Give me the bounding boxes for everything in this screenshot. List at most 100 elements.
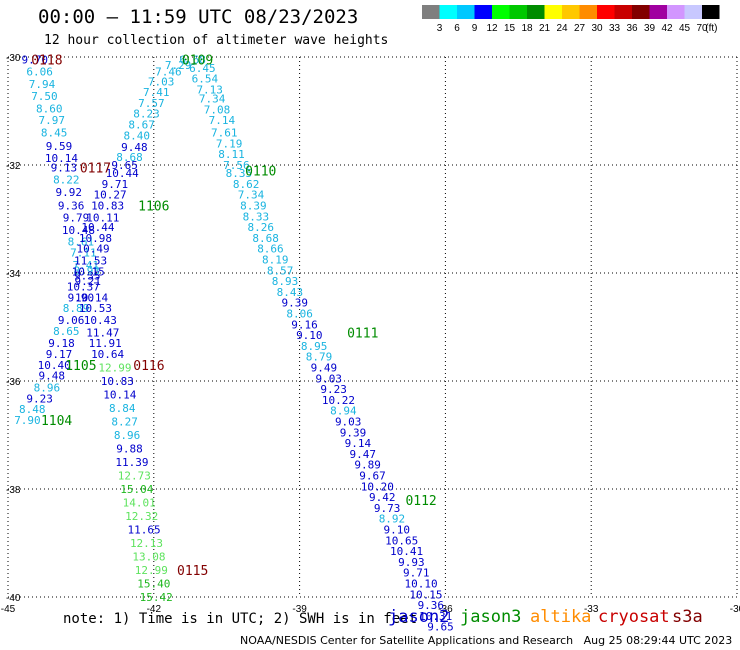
- colorbar-swatch: [579, 5, 597, 19]
- wave-height-label: 8.61: [68, 236, 95, 249]
- x-tick-label: -30: [730, 604, 740, 615]
- wave-height-label: 8.06: [286, 308, 313, 321]
- wave-height-label: 9.90: [68, 291, 95, 304]
- wave-height-label: 9.48: [38, 370, 65, 383]
- colorbar-swatch: [474, 5, 492, 19]
- colorbar-swatch: [527, 5, 545, 19]
- colorbar-tick-label: 27: [574, 23, 586, 33]
- wave-height-label: 9.39: [281, 297, 308, 310]
- wave-height-label: 10.11: [86, 211, 119, 224]
- wave-height-label: 8.57: [267, 264, 294, 277]
- wave-height-label: 10.14: [45, 152, 78, 165]
- wave-height-label: 8.11: [218, 148, 245, 161]
- wave-height-label: 9.71: [102, 178, 129, 191]
- wave-height-label: 8.40: [124, 129, 151, 142]
- colorbar-swatch: [649, 5, 667, 19]
- wave-height-label: 9.42: [369, 491, 396, 504]
- wave-height-label: 10.65: [385, 534, 418, 547]
- wave-height-label: 8.96: [114, 429, 141, 442]
- wave-height-label: 11.39: [115, 456, 148, 469]
- wave-height-label: 8.60: [36, 102, 63, 115]
- pass-time-label: 1104: [41, 414, 72, 429]
- colorbar-swatch: [562, 5, 580, 19]
- wave-height-label: 9.48: [121, 141, 148, 154]
- wave-height-label: 10.14: [75, 291, 108, 304]
- wave-height-label: 9.71: [403, 567, 430, 580]
- wave-height-label: 7.97: [38, 114, 65, 127]
- wave-height-label: 6.54: [192, 73, 219, 86]
- pass-time-label: 0112: [405, 494, 436, 509]
- legend-item-s3a: s3a: [672, 607, 703, 627]
- wave-height-label: 7.56: [223, 159, 250, 172]
- y-tick-label: -38: [6, 485, 21, 496]
- wave-height-label: 9.70: [21, 54, 48, 67]
- wave-height-label: 12.73: [118, 470, 151, 483]
- wave-height-label: 10.31: [419, 610, 452, 623]
- colorbar-swatch: [457, 5, 475, 19]
- wave-height-label: 15.40: [137, 578, 170, 591]
- wave-height-label: 11.65: [128, 524, 161, 537]
- wave-height-label: 10.14: [103, 389, 136, 402]
- wave-height-label: 9.16: [291, 318, 318, 331]
- wave-height-label: 15.04: [120, 483, 153, 496]
- wave-height-label: 8.23: [133, 108, 160, 121]
- colorbar-tick-label: 70: [696, 23, 708, 33]
- wave-height-label: 11.47: [86, 326, 119, 339]
- wave-height-label: 9.10: [384, 524, 411, 537]
- wave-height-label: 6.06: [26, 66, 53, 79]
- wave-height-label: 9.88: [116, 443, 143, 456]
- pass-time-label: 1106: [138, 200, 169, 215]
- wave-height-label: 7.46: [155, 66, 182, 79]
- wave-height-label: 9.23: [320, 383, 347, 396]
- pass-time-label: 0115: [177, 564, 208, 579]
- wave-height-label: 9.03: [316, 372, 343, 385]
- colorbar-swatch: [684, 5, 702, 19]
- wave-height-label: 10.15: [72, 265, 105, 278]
- legend-item-jason2: jason2: [388, 607, 450, 627]
- colorbar-swatch: [667, 5, 685, 19]
- y-tick-label: -32: [6, 161, 21, 172]
- colorbar-tick-label: 12: [486, 23, 498, 33]
- wave-height-label: 8.33: [243, 210, 270, 223]
- colorbar-swatch: [702, 5, 720, 19]
- colorbar-tick-label: 18: [521, 23, 533, 33]
- wave-height-label: 6.68: [179, 54, 206, 67]
- pass-time-label: 0110: [245, 164, 276, 179]
- wave-height-label: 12.13: [130, 537, 163, 550]
- pass-time-label: 0117: [80, 162, 111, 177]
- wave-height-label: 10.44: [106, 167, 139, 180]
- legend-item-altika: altika: [530, 607, 592, 627]
- wave-height-label: 8.93: [272, 275, 299, 288]
- wave-height-label: 9.92: [56, 186, 83, 199]
- wave-height-label: 13.08: [132, 551, 165, 564]
- wave-height-label: 8.22: [53, 174, 80, 187]
- colorbar-tick-label: 3: [437, 23, 443, 33]
- chart-title: 00:00 – 11:59 UTC 08/23/2023: [38, 6, 359, 28]
- colorbar-tick-label: 21: [539, 23, 551, 33]
- wave-height-label: 9.06: [58, 314, 85, 327]
- wave-height-label: 9.65: [111, 159, 138, 172]
- wave-height-label: 8.92: [379, 513, 406, 526]
- colorbar-tick-label: 30: [591, 23, 603, 33]
- wave-height-label: 10.15: [409, 588, 442, 601]
- wave-height-label: 10.41: [390, 545, 423, 558]
- wave-height-label: 12.99: [98, 362, 131, 375]
- wave-height-label: 7.61: [211, 127, 238, 140]
- y-tick-label: -40: [6, 593, 21, 604]
- wave-height-label: 10.37: [67, 281, 100, 294]
- colorbar-swatch: [509, 5, 527, 19]
- wave-height-label: 9.73: [374, 502, 401, 515]
- wave-height-label: 8.65: [53, 325, 80, 338]
- wave-height-label: 10.83: [101, 375, 134, 388]
- wave-height-label: 9.03: [335, 416, 362, 429]
- wave-height-label: 8.19: [262, 254, 289, 267]
- colorbar-swatch: [422, 5, 440, 19]
- colorbar-legend: 3 6 9 12 15 18 21 24 27 30 33 36 39 42 45 70(ft): [422, 5, 720, 33]
- wave-height-label: 10.43: [84, 314, 117, 327]
- wave-height-label: 9.39: [340, 426, 367, 439]
- wave-height-label: 7.41: [143, 86, 170, 99]
- wave-height-label: 8.66: [257, 243, 284, 256]
- pass-time-label: 0109: [182, 54, 213, 69]
- x-tick-label: -33: [584, 604, 599, 615]
- wave-height-label: 8.95: [301, 340, 328, 353]
